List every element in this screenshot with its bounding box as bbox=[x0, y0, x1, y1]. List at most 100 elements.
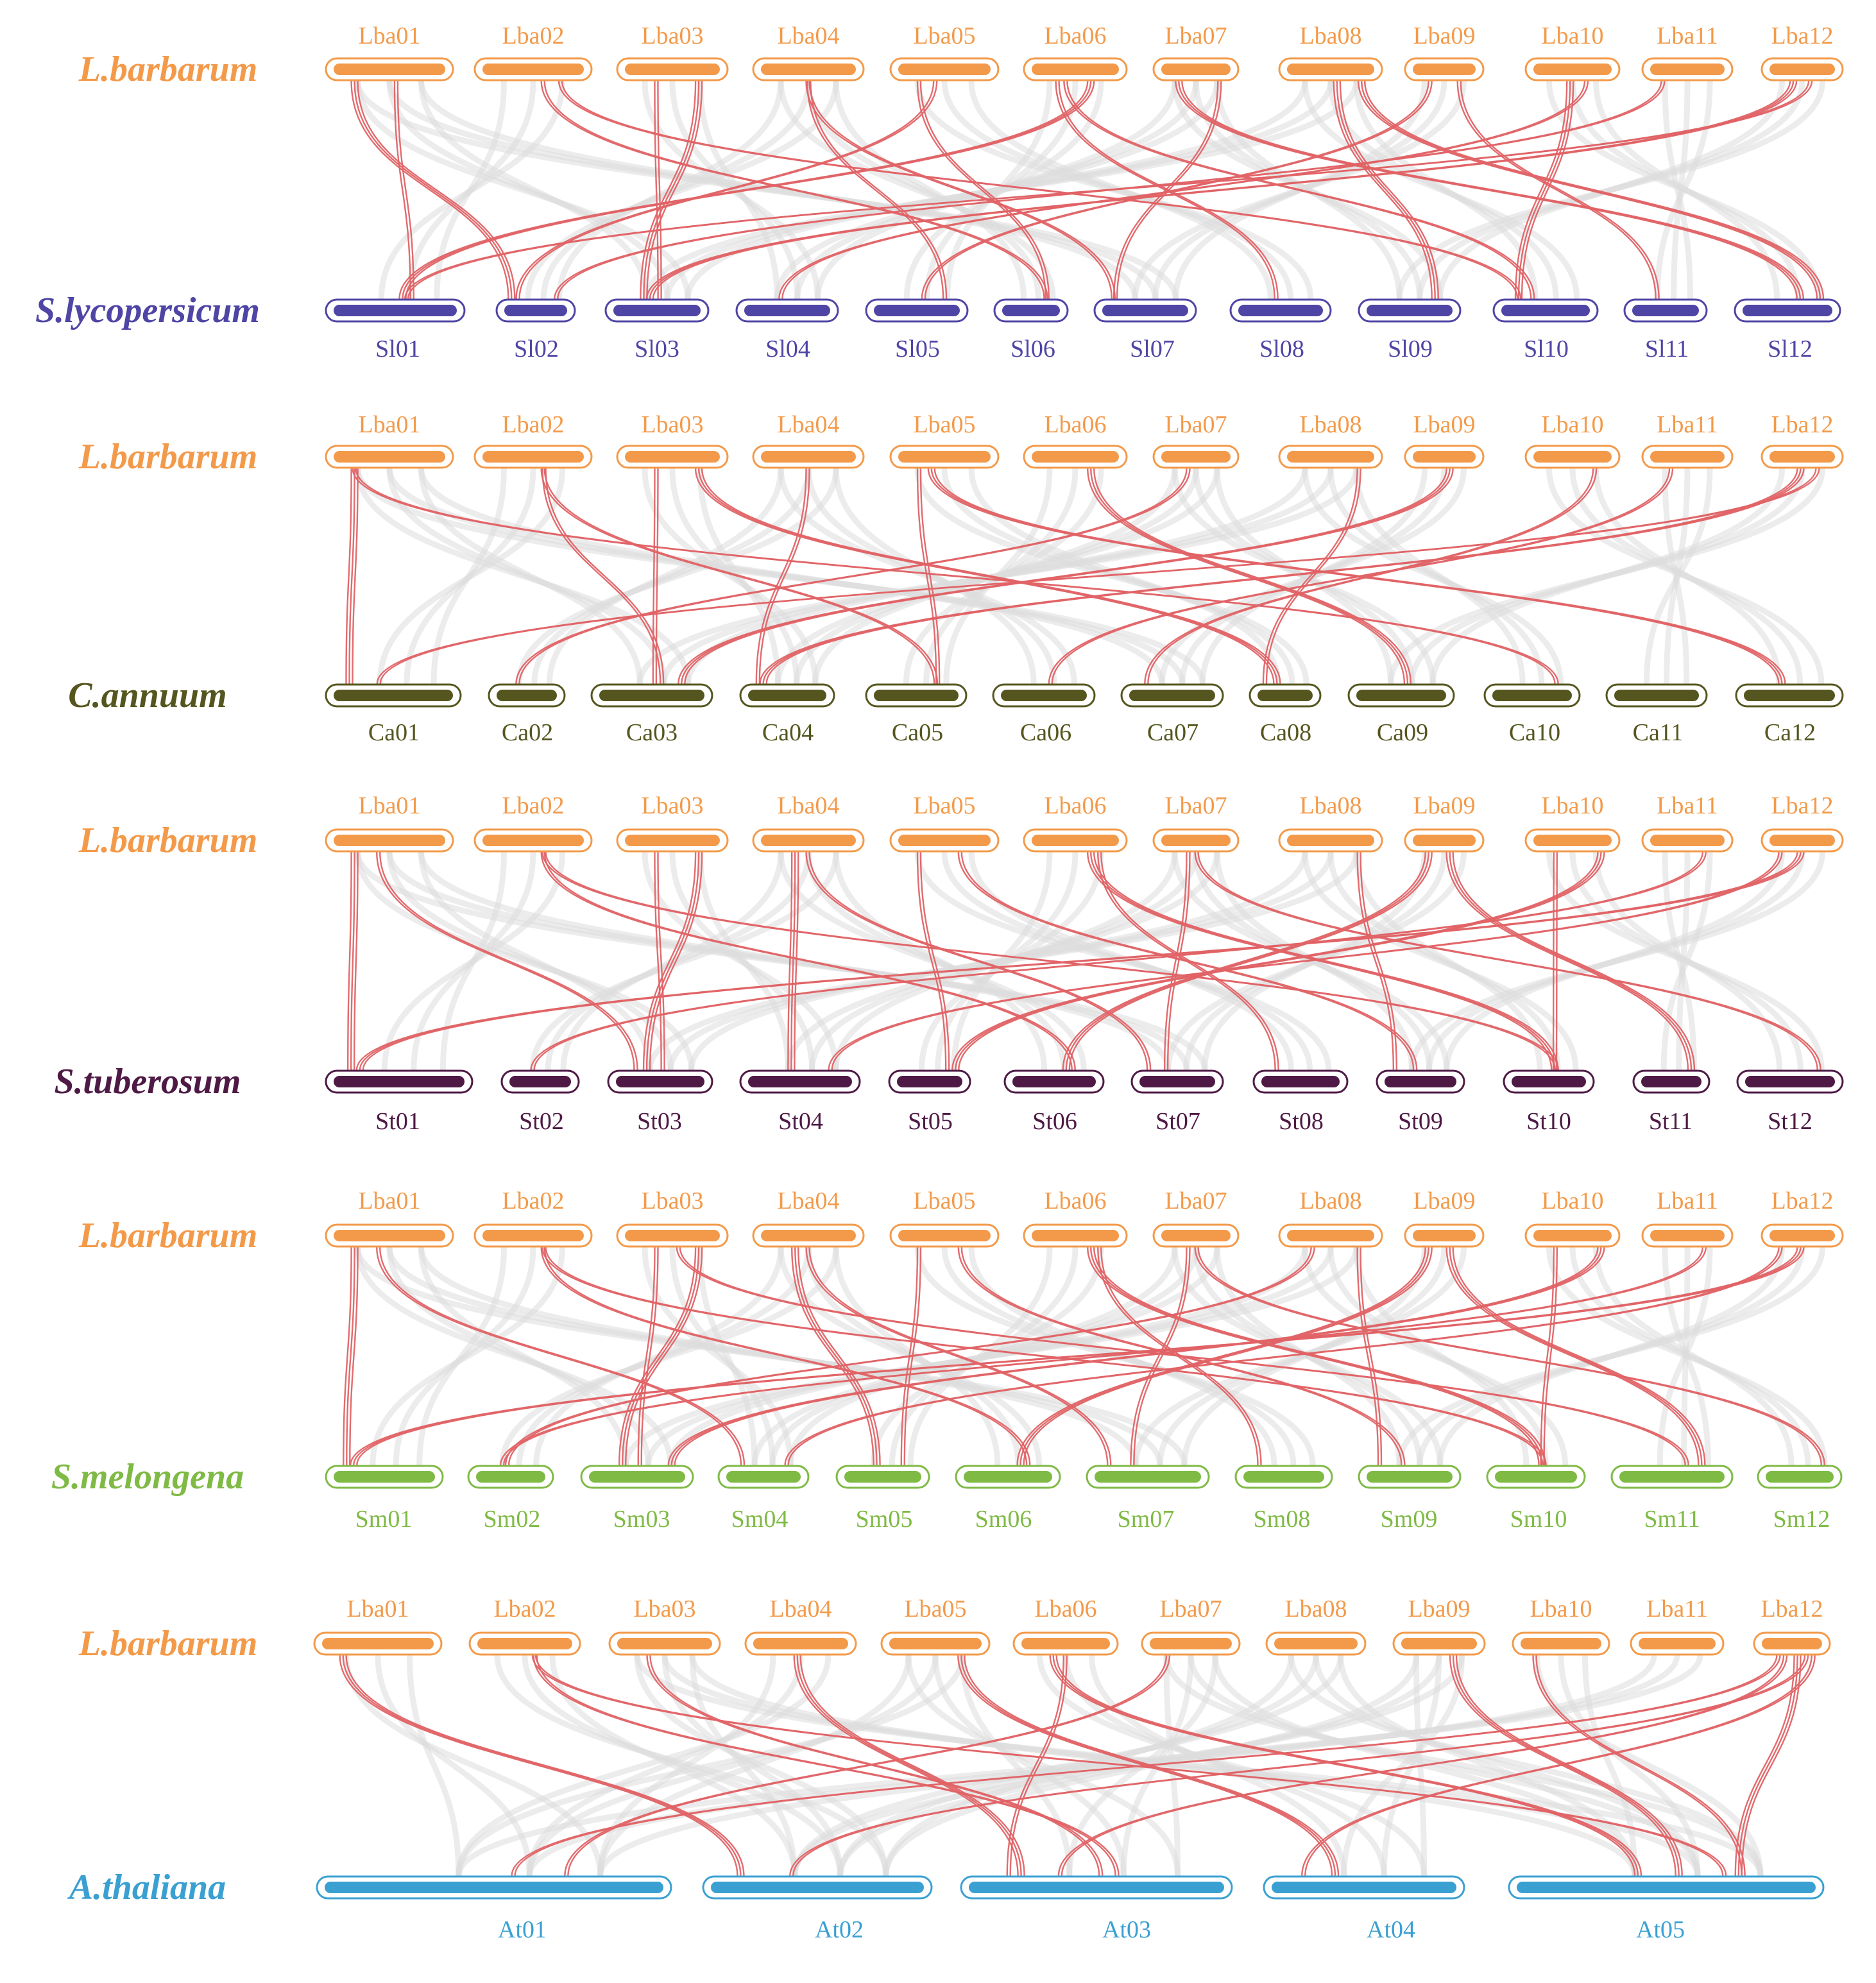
top-chromosome-label: Lba12 bbox=[1771, 792, 1833, 819]
top-chromosome-label: Lba05 bbox=[913, 22, 975, 49]
top-chromosome bbox=[1152, 445, 1240, 469]
red-link bbox=[543, 80, 1048, 300]
red-link bbox=[637, 1247, 656, 1466]
bottom-species-label: S.melongena bbox=[51, 1457, 244, 1497]
top-chromosome-label: Lba03 bbox=[641, 411, 703, 438]
top-chromosome-label: Lba06 bbox=[1044, 411, 1106, 438]
top-chromosome bbox=[325, 828, 454, 853]
red-link bbox=[701, 468, 1281, 685]
bottom-chromosome-label: St03 bbox=[637, 1108, 682, 1135]
panel-5-links bbox=[339, 1655, 1816, 1877]
top-chromosome bbox=[616, 445, 729, 469]
grey-link bbox=[1165, 851, 1467, 1071]
red-link bbox=[348, 468, 355, 685]
top-chromosome bbox=[1404, 445, 1485, 469]
top-species-label: L.barbarum bbox=[78, 1216, 258, 1255]
red-link bbox=[567, 1655, 1171, 1877]
red-link bbox=[1555, 851, 1558, 1071]
red-link bbox=[640, 1247, 659, 1466]
top-chromosome-label: Lba10 bbox=[1541, 411, 1603, 438]
grey-link bbox=[1214, 468, 1394, 685]
red-link bbox=[362, 851, 1805, 1071]
bottom-chromosome-label: St10 bbox=[1526, 1108, 1571, 1135]
red-link bbox=[1445, 1247, 1700, 1466]
grey-link bbox=[833, 468, 1037, 685]
red-link bbox=[1360, 851, 1398, 1071]
top-chromosome-label: Lba04 bbox=[769, 1596, 831, 1622]
top-chromosome bbox=[468, 1631, 581, 1656]
bottom-chromosome bbox=[1734, 298, 1841, 323]
bottom-chromosome bbox=[1605, 683, 1708, 708]
red-link bbox=[805, 851, 1148, 1071]
bottom-chromosome bbox=[1234, 1465, 1333, 1489]
top-chromosome bbox=[473, 57, 593, 81]
grey-link bbox=[526, 1655, 939, 1877]
red-link bbox=[1460, 80, 1660, 300]
grey-link bbox=[1534, 1655, 1764, 1877]
bottom-chromosome bbox=[1492, 298, 1599, 323]
red-link bbox=[561, 80, 1522, 300]
bottom-chromosome-label: Ca05 bbox=[892, 719, 943, 746]
bottom-chromosome bbox=[316, 1875, 672, 1900]
top-chromosome bbox=[889, 1223, 1000, 1248]
top-chromosome-label: Lba11 bbox=[1657, 1187, 1718, 1214]
red-link bbox=[515, 80, 935, 300]
top-chromosome-label: Lba01 bbox=[358, 22, 420, 49]
bottom-chromosome bbox=[1263, 1875, 1465, 1900]
bottom-species-label: C.annuum bbox=[68, 676, 227, 715]
red-link bbox=[507, 1247, 1315, 1466]
red-link bbox=[345, 468, 352, 685]
red-link bbox=[796, 1655, 1022, 1877]
top-chromosome bbox=[1392, 1631, 1486, 1656]
bottom-chromosome bbox=[467, 1465, 554, 1489]
top-chromosome-label: Lba07 bbox=[1164, 22, 1227, 49]
top-chromosome-label: Lba10 bbox=[1541, 1187, 1603, 1214]
bottom-species-label: S.tuberosum bbox=[55, 1062, 241, 1102]
red-link bbox=[355, 468, 1559, 685]
red-link bbox=[1364, 80, 1825, 300]
bottom-chromosome-label: Sm02 bbox=[484, 1506, 541, 1533]
grey-link bbox=[456, 1655, 966, 1877]
bottom-chromosome-label: Sl05 bbox=[895, 336, 940, 362]
red-link bbox=[349, 1247, 359, 1466]
red-link bbox=[1456, 80, 1657, 300]
top-chromosome-label: Lba07 bbox=[1164, 1187, 1227, 1214]
bottom-chromosome bbox=[500, 1069, 580, 1094]
bottom-chromosome-label: Sl11 bbox=[1645, 336, 1689, 362]
bottom-chromosome-label: Sl12 bbox=[1768, 336, 1812, 362]
red-link bbox=[543, 851, 1076, 1071]
bottom-chromosome bbox=[1483, 683, 1581, 708]
top-chromosome-label: Lba04 bbox=[777, 22, 839, 49]
grey-link bbox=[1353, 80, 1539, 300]
grey-link bbox=[1662, 80, 1693, 300]
red-link bbox=[684, 468, 1454, 685]
top-chromosome bbox=[1012, 1631, 1119, 1656]
red-link bbox=[543, 468, 939, 685]
bottom-chromosome bbox=[1757, 1465, 1843, 1489]
red-link bbox=[1339, 80, 1439, 300]
top-species-label: L.barbarum bbox=[78, 437, 258, 477]
top-chromosome-label: Lba05 bbox=[904, 1596, 966, 1622]
red-link bbox=[657, 851, 665, 1071]
grey-link bbox=[968, 851, 1294, 1071]
top-chromosome bbox=[889, 445, 1000, 469]
top-chromosome-label: Lba01 bbox=[358, 411, 420, 438]
top-chromosome bbox=[1630, 1631, 1725, 1656]
red-link bbox=[799, 1655, 1025, 1877]
bottom-chromosome bbox=[1632, 1069, 1710, 1094]
grey-link bbox=[1388, 468, 1825, 685]
red-link bbox=[1333, 80, 1433, 300]
top-chromosome-label: Lba06 bbox=[1044, 1187, 1106, 1214]
red-link bbox=[916, 80, 1046, 300]
red-link bbox=[1336, 80, 1436, 300]
bottom-chromosome-label: Ca01 bbox=[368, 719, 420, 746]
bottom-chromosome bbox=[835, 1465, 930, 1489]
bottom-chromosome-label: Ca08 bbox=[1260, 719, 1311, 746]
red-link bbox=[787, 851, 793, 1071]
red-link bbox=[347, 851, 352, 1071]
red-link bbox=[1356, 1247, 1379, 1466]
red-link bbox=[350, 80, 509, 300]
grey-link bbox=[833, 80, 1027, 300]
grey-link bbox=[529, 851, 839, 1071]
red-link bbox=[1019, 1247, 1429, 1466]
